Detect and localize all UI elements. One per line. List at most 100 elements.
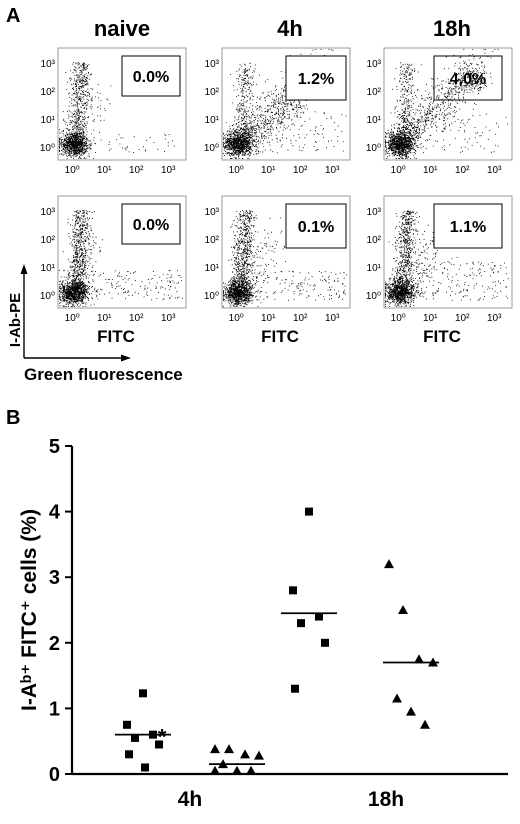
y-tick-label: 10¹ — [367, 115, 382, 126]
x-tick-label: 10² — [293, 313, 308, 324]
data-point-triangle — [392, 693, 402, 703]
x-tick-label: 10⁰ — [391, 165, 406, 176]
data-point-square — [321, 638, 329, 647]
green-fluorescence-label: Green fluorescence — [24, 365, 183, 384]
data-point-triangle — [406, 706, 416, 716]
y-tick-label: 0 — [49, 764, 60, 786]
data-point-square — [123, 720, 131, 729]
y-tick-label: 5 — [49, 436, 60, 458]
flow-plot-r0-c1: 1.2% 10⁰ 10⁰ 10¹ 10¹ 10² 10² 10³ 10³ — [204, 47, 351, 176]
flow-plot-r1-c0: 0.0% 10⁰ 10⁰ 10¹ 10¹ 10² 10² 10³ 10³ FITC — [40, 195, 187, 346]
y-tick-label: 10³ — [41, 207, 56, 218]
data-point-square — [297, 619, 305, 628]
x-tick-label: 10⁰ — [65, 165, 80, 176]
panel-a: A naive 4h 18h 0.0% 10⁰ 10⁰ 10¹ 10¹ 10² 10² 10³… — [6, 5, 513, 384]
column-title-naive: naive — [94, 16, 150, 41]
scatter-chart: 0 1 2 3 4 5 4h 18h — [49, 436, 508, 811]
y-tick-label: 10¹ — [41, 115, 56, 126]
y-tick-label: 10⁰ — [204, 143, 219, 154]
y-tick-label: 10³ — [205, 59, 220, 70]
y-tick-label: 10⁰ — [366, 291, 381, 302]
data-point-triangle — [398, 605, 408, 614]
panel-a-label: A — [6, 5, 20, 27]
dot-cloud — [223, 210, 347, 307]
x-tick-label: 10⁰ — [229, 165, 244, 176]
gate-box — [433, 203, 503, 249]
gate-percent-label: 0.0% — [133, 217, 169, 234]
gate-percent-label: 0.0% — [133, 69, 169, 86]
y-tick-label: 10¹ — [205, 115, 220, 126]
data-point-square — [149, 730, 157, 739]
dot-cloud — [385, 49, 509, 159]
gate-box — [121, 55, 181, 97]
x-tick-label: 10² — [455, 313, 470, 324]
x-axis-label-fitc: FITC — [97, 327, 135, 346]
gate-percent-label: 1.2% — [298, 71, 334, 88]
series-0-square-4h — [115, 689, 171, 772]
dot-cloud — [59, 210, 183, 307]
flow-plot-r0-c0: 0.0% 10⁰ 10⁰ 10¹ 10¹ 10² 10² 10³ 10³ — [40, 47, 187, 176]
data-point-triangle — [232, 765, 242, 775]
y-tick-label: 10² — [41, 235, 56, 246]
significance-asterisk: * — [158, 725, 167, 750]
y-tick-label: 10⁰ — [40, 291, 55, 302]
x-axis-label-fitc: FITC — [261, 327, 299, 346]
x-tick-label: 10⁰ — [65, 313, 80, 324]
x-tick-label: 10⁰ — [229, 313, 244, 324]
y-tick-label: 10² — [205, 235, 220, 246]
y-axis-label-i-ab-pe: I-Ab-PE — [7, 293, 24, 347]
column-title-4h: 4h — [277, 16, 303, 41]
y-tick-label: 10² — [205, 87, 220, 98]
data-point-triangle — [428, 657, 438, 667]
data-point-triangle — [420, 719, 430, 729]
dot-cloud — [59, 62, 175, 159]
data-point-triangle — [218, 759, 228, 769]
x-tick-label: 10¹ — [97, 165, 112, 176]
gate-box — [285, 55, 347, 101]
data-point-triangle — [224, 744, 234, 754]
x-tick-label: 10³ — [161, 165, 176, 176]
x-tick-label: 10³ — [487, 313, 502, 324]
x-axis-label-fitc: FITC — [423, 327, 461, 346]
x-tick-label: 10⁰ — [391, 313, 406, 324]
data-point-square — [315, 612, 323, 621]
data-point-square — [125, 750, 133, 759]
x-tick-label: 10² — [129, 313, 144, 324]
x-tick-label: 10³ — [161, 313, 176, 324]
y-tick-label: 3 — [49, 567, 60, 589]
data-point-triangle — [210, 744, 220, 754]
data-point-square — [131, 733, 139, 742]
x-tick-label: 10² — [455, 165, 470, 176]
x-tick-label: 10² — [293, 165, 308, 176]
x-tick-label: 10³ — [325, 313, 340, 324]
gate-box — [121, 203, 181, 245]
y-tick-label: 10¹ — [367, 263, 382, 274]
y-tick-label: 10² — [367, 235, 382, 246]
x-tick-label: 10¹ — [423, 165, 438, 176]
data-point-square — [289, 586, 297, 595]
column-title-18h: 18h — [433, 16, 471, 41]
data-point-triangle — [254, 750, 264, 760]
flow-plot-r0-c2: 4.0% 10⁰ 10⁰ 10¹ 10¹ 10² 10² 10³ 10³ — [366, 47, 513, 176]
flow-plot-r1-c2: 1.1% 10⁰ 10⁰ 10¹ 10¹ 10² 10² 10³ 10³ FITC — [366, 195, 513, 346]
series-1-triangle-4h — [209, 744, 265, 775]
data-point-triangle — [384, 559, 394, 569]
gate-percent-label: 0.1% — [298, 219, 334, 236]
flow-plots: 0.0% 10⁰ 10⁰ 10¹ 10¹ 10² 10² 10³ 10³ 1.2% 10⁰ 10⁰ 10… — [40, 47, 513, 346]
y-tick-label: 1 — [49, 698, 60, 720]
panel-b: B I-Aᵇ⁺ FITC⁺ cells (%) 0 1 2 3 4 5 4h 18h * — [6, 407, 508, 811]
y-tick-label: 4 — [49, 502, 61, 524]
y-tick-label: 10⁰ — [40, 143, 55, 154]
x-tick-label: 10² — [129, 165, 144, 176]
x-tick-label: 10¹ — [97, 313, 112, 324]
dot-cloud — [385, 210, 509, 307]
y-tick-label: 10³ — [205, 207, 220, 218]
gate-percent-label: 1.1% — [450, 219, 486, 236]
x-tick-label: 10¹ — [261, 313, 276, 324]
x-tick-label: 10¹ — [261, 165, 276, 176]
series-2-square-18h — [281, 507, 337, 693]
series-3-triangle-18h — [383, 559, 439, 729]
y-tick-label: 10² — [41, 87, 56, 98]
x-group-label-4h: 4h — [178, 788, 203, 811]
y-tick-label: 10¹ — [41, 263, 56, 274]
